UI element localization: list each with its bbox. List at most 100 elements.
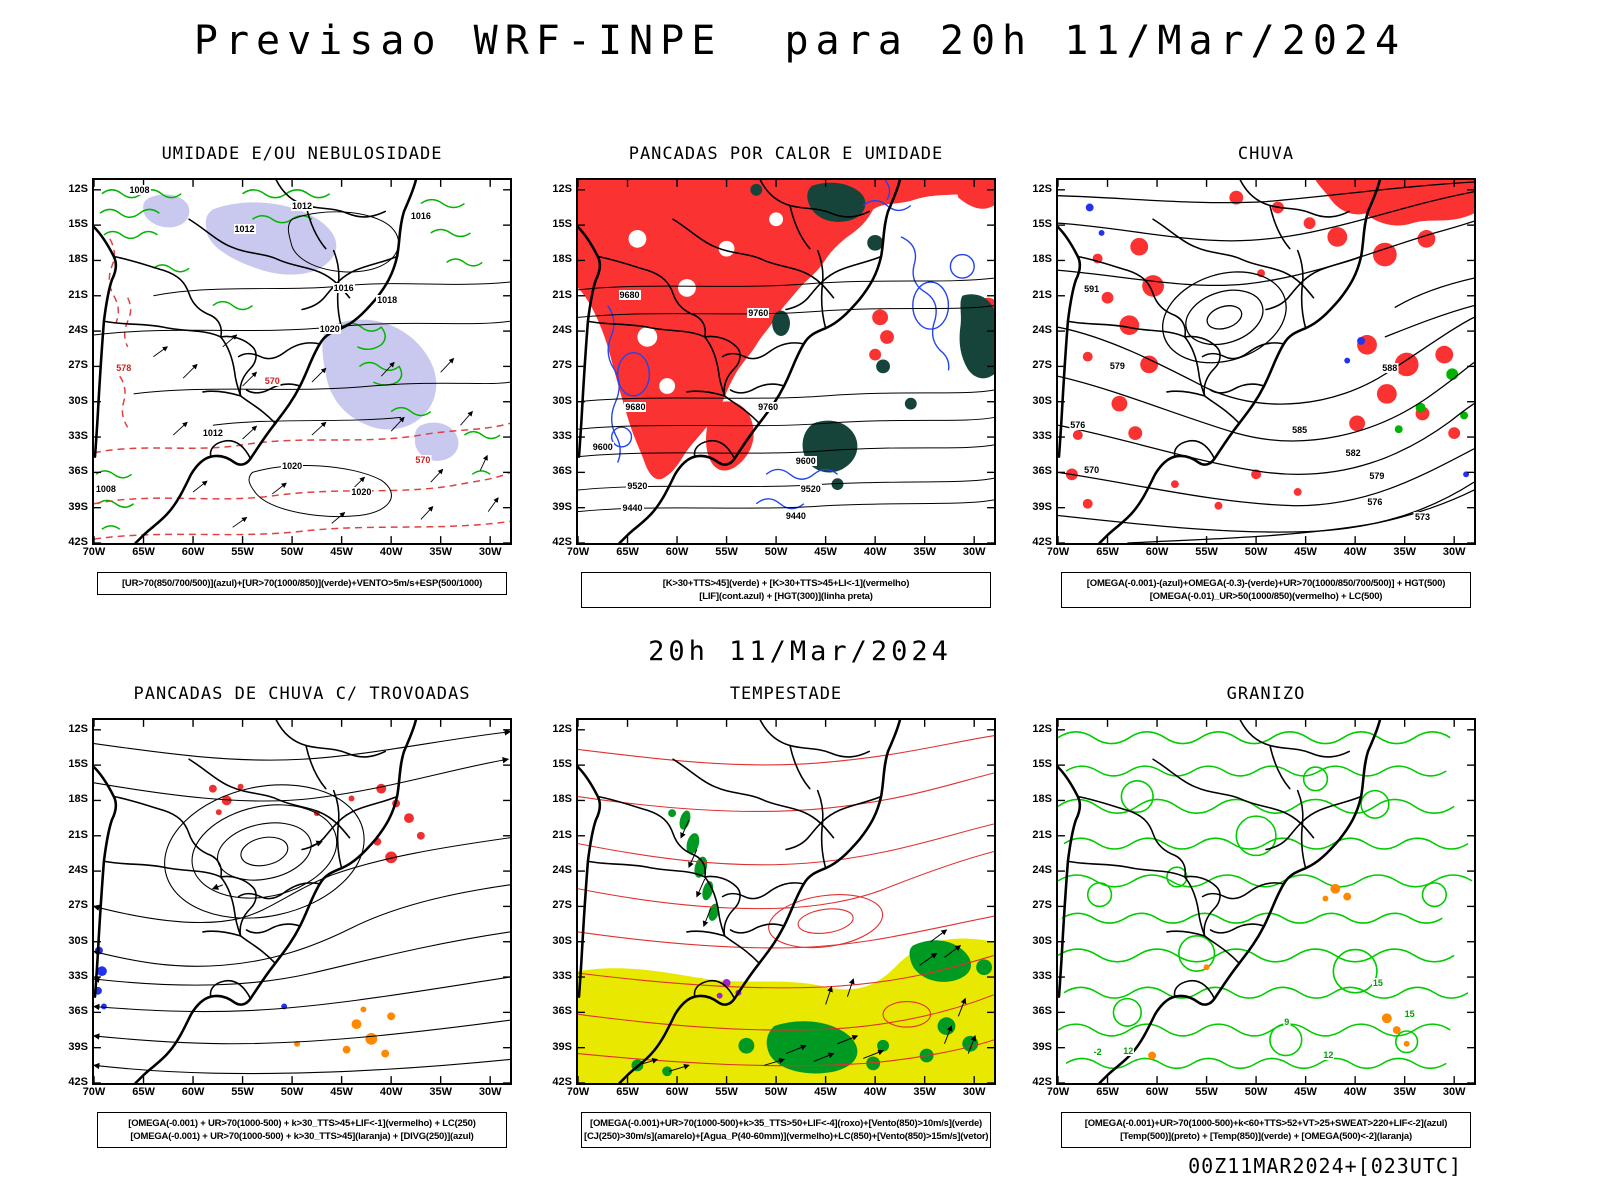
- lat-axis: 12S 15S 18S 21S 24S 27S 30S 33S 36S 39S 42S: [57, 720, 90, 1088]
- green-specks: [1394, 368, 1469, 434]
- hgt300-black-contours: [578, 277, 994, 513]
- legend-line: [OMEGA(-0.001) + UR>70(1000-500) + k>30_…: [128, 1118, 476, 1129]
- lat-label: 36S: [1032, 465, 1052, 478]
- lat-label: 39S: [552, 1040, 572, 1053]
- panel-umidade: UMIDADE E/OU NEBULOSIDADE: [54, 140, 516, 615]
- lon-label: 65W: [616, 546, 639, 558]
- legend-line: [OMEGA(-0.01)_UR>50(1000/850)(vermelho) …: [1149, 591, 1383, 602]
- lon-label: 55W: [715, 1086, 738, 1098]
- lon-label: 35W: [1393, 1086, 1416, 1098]
- map-canvas-umidade: [94, 180, 510, 543]
- legend-line: [CJ(250)>30m/s](amarelo)+[Agua_P(40-60mm…: [584, 1131, 989, 1142]
- lon-label: 65W: [616, 1086, 639, 1098]
- lat-label: 36S: [552, 465, 572, 478]
- lon-label: 50W: [280, 546, 304, 558]
- lat-label: 30S: [552, 394, 572, 407]
- lon-label: 60W: [665, 546, 689, 558]
- lat-label: 15S: [68, 218, 88, 231]
- lon-label: 45W: [814, 546, 837, 558]
- lat-label: 27S: [1032, 359, 1052, 372]
- lon-label: 60W: [181, 1086, 205, 1098]
- lat-label: 21S: [1032, 288, 1052, 301]
- lon-label: 70W: [82, 546, 106, 558]
- lon-axis: 70W 65W 60W 55W 50W 45W 40W 35W 30W: [1047, 1083, 1474, 1101]
- lat-label: 27S: [68, 899, 88, 912]
- lat-label: 42S: [552, 1076, 572, 1088]
- lon-axis: 70W 65W 60W 55W 50W 45W 40W 35W 30W: [567, 1083, 994, 1101]
- lon-label: 60W: [181, 546, 205, 558]
- panel-title: UMIDADE E/OU NEBULOSIDADE: [161, 144, 443, 164]
- map-canvas-chuva: [1058, 180, 1474, 543]
- lat-label: 21S: [1032, 828, 1052, 841]
- legend-box-umidade: [UR>70(850/700/500)](azul)+[UR>70(1000/8…: [97, 572, 507, 595]
- lon-label: 45W: [1294, 546, 1317, 558]
- panel-chuva: CHUVA: [1018, 140, 1480, 615]
- lat-label: 33S: [552, 970, 572, 983]
- legend-line: [OMEGA(-0.001)+UR>70(1000-500)+k>35_TTS>…: [589, 1118, 982, 1129]
- lon-axis: 70W 65W 60W 55W 50W 45W 40W 35W 30W: [83, 543, 510, 561]
- panel-tempestade: TEMPESTADE: [538, 680, 1000, 1155]
- cloud-shading: [143, 194, 459, 461]
- legend-line: [OMEGA(-0.001)-(azul)+OMEGA(-0.3)-(verde…: [1086, 578, 1446, 589]
- wind-vectors: [637, 819, 977, 1072]
- lon-axis: 70W 65W 60W 55W 50W 45W 40W 35W 30W: [567, 543, 994, 561]
- lon-label: 45W: [330, 1086, 353, 1098]
- page-title: Previsao WRF-INPE para 20h 11/Mar/2024: [193, 18, 1407, 64]
- lat-label: 18S: [1032, 793, 1052, 806]
- lat-label: 42S: [1032, 1076, 1052, 1088]
- lat-label: 36S: [68, 465, 88, 478]
- lon-axis: 70W 65W 60W 55W 50W 45W 40W 35W 30W: [1047, 543, 1474, 561]
- lon-label: 50W: [280, 1086, 304, 1098]
- lat-label: 18S: [1032, 253, 1052, 266]
- lat-label: 18S: [68, 793, 88, 806]
- lon-label: 55W: [231, 546, 254, 558]
- map-plot-umidade: 12S 15S 18S 21S 24S 27S 30S 33S 36S 39S 42S 70W 65W…: [68, 178, 512, 558]
- panel-title: CHUVA: [1237, 144, 1295, 164]
- lon-label: 50W: [1244, 1086, 1268, 1098]
- legend-line: [OMEGA(-0.001)+UR>70(1000-500)+k<60+TTS>…: [1084, 1118, 1448, 1129]
- lat-axis: 12S 15S 18S 21S 24S 27S 30S 33S 36S 39S 42S: [57, 180, 90, 548]
- lat-label: 33S: [1032, 970, 1052, 983]
- lat-label: 12S: [68, 722, 88, 735]
- lon-label: 70W: [1046, 1086, 1070, 1098]
- panel-trovoadas: PANCADAS DE CHUVA C/ TROVOADAS: [54, 680, 516, 1155]
- map-plot-granizo: 12S 15S 18S 21S 24S 27S 30S 33S 36S 39S 42S 70W 65W…: [1032, 718, 1476, 1098]
- lat-label: 27S: [68, 359, 88, 372]
- lon-label: 60W: [1145, 1086, 1169, 1098]
- lat-label: 18S: [68, 253, 88, 266]
- lat-label: 15S: [68, 758, 88, 771]
- lat-label: 18S: [552, 793, 572, 806]
- legend-box-chuva: [OMEGA(-0.001)-(azul)+OMEGA(-0.3)-(verde…: [1061, 572, 1471, 608]
- lon-label: 30W: [478, 1086, 502, 1098]
- lat-label: 21S: [68, 828, 88, 841]
- lat-label: 24S: [1032, 324, 1052, 337]
- jet-yellow-region: [578, 938, 994, 1083]
- panel-title: GRANIZO: [1226, 684, 1306, 704]
- lon-label: 40W: [379, 546, 403, 558]
- lat-label: 36S: [1032, 1005, 1052, 1018]
- lat-label: 21S: [552, 828, 572, 841]
- lat-label: 27S: [552, 899, 572, 912]
- lat-label: 33S: [1032, 430, 1052, 443]
- lon-label: 40W: [379, 1086, 403, 1098]
- lon-label: 70W: [1046, 546, 1070, 558]
- legend-line: [OMEGA(-0.001) + UR>70(1000-500) + k>30_…: [130, 1131, 474, 1142]
- map-canvas-trovoadas: [94, 720, 510, 1083]
- lon-label: 50W: [764, 1086, 788, 1098]
- lat-label: 24S: [552, 864, 572, 877]
- lat-label: 36S: [552, 1005, 572, 1018]
- lat-label: 12S: [68, 182, 88, 195]
- lat-label: 33S: [68, 430, 88, 443]
- lon-axis: 70W 65W 60W 55W 50W 45W 40W 35W 30W: [83, 1083, 510, 1101]
- legend-box-pancadas-calor: [K>30+TTS>45](verde) + [K>30+TTS>45+LI<-…: [581, 572, 991, 608]
- map-plot-trovoadas: 12S 15S 18S 21S 24S 27S 30S 33S 36S 39S 42S 70W 65W…: [68, 718, 512, 1098]
- lat-label: 21S: [552, 288, 572, 301]
- legend-box-trovoadas: [OMEGA(-0.001) + UR>70(1000-500) + k>30_…: [97, 1112, 507, 1148]
- lat-axis: 12S 15S 18S 21S 24S 27S 30S 33S 36S 39S 42S: [541, 720, 574, 1088]
- map-plot-chuva: 12S 15S 18S 21S 24S 27S 30S 33S 36S 39S 42S 70W 65W…: [1032, 178, 1476, 558]
- legend-box-granizo: [OMEGA(-0.001)+UR>70(1000-500)+k<60+TTS>…: [1061, 1112, 1471, 1148]
- lat-label: 39S: [1032, 1040, 1052, 1053]
- lif-blue-contours: [607, 180, 975, 510]
- lon-label: 55W: [231, 1086, 254, 1098]
